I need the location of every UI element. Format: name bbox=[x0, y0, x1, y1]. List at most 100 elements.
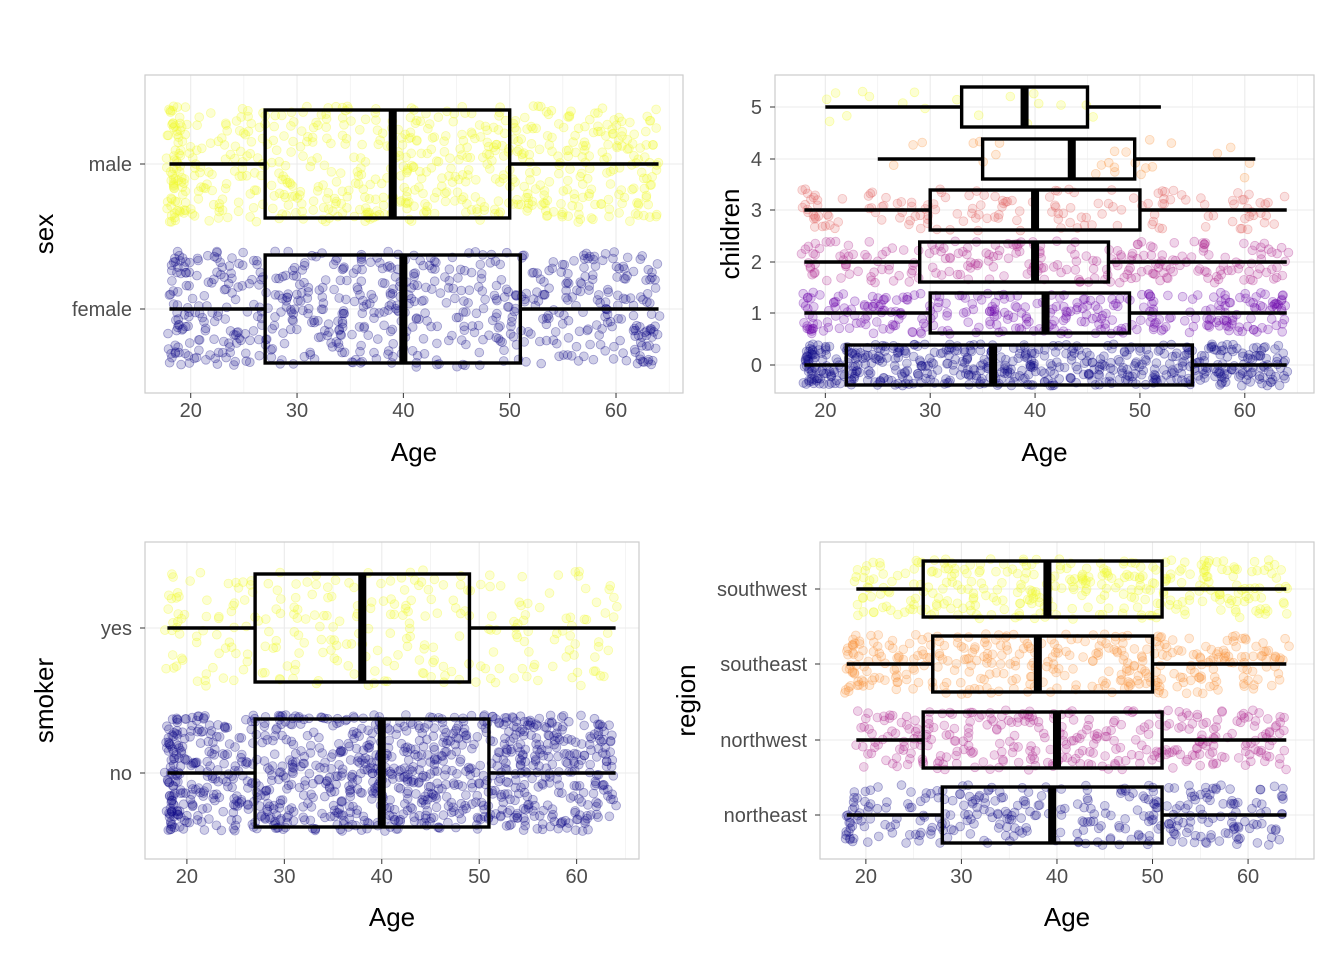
data-point bbox=[281, 302, 292, 312]
data-point bbox=[413, 314, 424, 325]
data-point bbox=[562, 295, 573, 305]
data-point bbox=[1177, 837, 1188, 847]
data-point bbox=[1274, 380, 1285, 391]
data-point bbox=[418, 295, 429, 306]
data-point bbox=[488, 122, 499, 133]
data-point bbox=[987, 301, 997, 312]
data-point bbox=[333, 316, 343, 327]
data-point bbox=[1132, 324, 1142, 335]
data-point bbox=[1077, 745, 1088, 756]
data-point bbox=[385, 628, 396, 638]
data-point bbox=[648, 327, 659, 337]
data-point bbox=[1131, 734, 1141, 745]
data-point bbox=[441, 297, 452, 308]
data-point bbox=[191, 637, 202, 648]
data-point bbox=[276, 594, 286, 604]
data-point bbox=[214, 199, 225, 209]
data-point bbox=[456, 814, 467, 824]
data-point bbox=[1036, 791, 1047, 801]
data-point bbox=[453, 273, 463, 283]
data-point bbox=[869, 267, 879, 278]
data-point bbox=[877, 357, 888, 367]
data-point bbox=[484, 570, 495, 580]
data-point bbox=[463, 298, 473, 308]
data-point bbox=[1249, 721, 1260, 731]
data-point bbox=[1228, 365, 1238, 375]
data-point bbox=[504, 820, 515, 831]
data-point bbox=[652, 259, 663, 269]
data-point bbox=[348, 268, 359, 278]
data-point bbox=[904, 829, 915, 840]
data-point bbox=[451, 746, 462, 757]
data-point bbox=[570, 130, 580, 141]
data-point bbox=[343, 185, 354, 196]
x-tick-label: 50 bbox=[1129, 400, 1151, 422]
data-point bbox=[1129, 644, 1140, 654]
data-point bbox=[326, 338, 336, 348]
data-point bbox=[473, 814, 484, 824]
data-point bbox=[329, 284, 339, 295]
data-point bbox=[633, 330, 644, 341]
data-point bbox=[441, 187, 452, 197]
data-point bbox=[1008, 312, 1019, 323]
data-point bbox=[553, 751, 563, 762]
data-point bbox=[222, 126, 233, 136]
data-point bbox=[426, 594, 437, 605]
data-point bbox=[565, 164, 575, 174]
data-point bbox=[1198, 719, 1208, 729]
data-point bbox=[401, 633, 412, 644]
data-point bbox=[237, 749, 247, 760]
data-point bbox=[843, 240, 854, 251]
data-point bbox=[958, 736, 968, 746]
data-point bbox=[910, 629, 921, 640]
data-point bbox=[548, 257, 559, 267]
data-point bbox=[887, 758, 898, 769]
data-point bbox=[1232, 343, 1242, 354]
data-point bbox=[414, 182, 424, 193]
data-point bbox=[202, 595, 212, 605]
data-point bbox=[965, 716, 975, 727]
data-point bbox=[439, 136, 449, 147]
data-point bbox=[493, 322, 504, 333]
data-point bbox=[485, 257, 496, 268]
data-point bbox=[209, 251, 220, 262]
data-point bbox=[888, 160, 899, 171]
data-point bbox=[1030, 348, 1040, 359]
data-point bbox=[316, 304, 327, 315]
data-point bbox=[1147, 754, 1157, 765]
data-point bbox=[1065, 203, 1076, 213]
data-point bbox=[1093, 198, 1104, 209]
data-point bbox=[501, 284, 512, 295]
data-point bbox=[512, 808, 523, 819]
y-tick-label: 1 bbox=[751, 303, 762, 325]
data-point bbox=[299, 815, 310, 825]
data-point bbox=[228, 600, 239, 611]
data-point bbox=[544, 313, 554, 324]
data-point bbox=[949, 365, 959, 376]
data-point bbox=[242, 649, 253, 659]
data-point bbox=[233, 282, 244, 292]
data-point bbox=[290, 659, 301, 670]
data-point bbox=[575, 286, 586, 297]
data-point bbox=[1281, 764, 1291, 775]
data-point bbox=[474, 120, 485, 130]
data-point bbox=[347, 769, 358, 780]
data-point bbox=[1021, 313, 1032, 324]
data-point bbox=[904, 802, 915, 813]
data-point bbox=[343, 738, 354, 749]
data-point bbox=[539, 190, 549, 200]
data-point bbox=[978, 757, 989, 767]
data-point bbox=[203, 250, 213, 261]
data-point bbox=[1012, 717, 1023, 727]
data-point bbox=[557, 259, 568, 270]
data-point bbox=[229, 360, 239, 370]
data-point bbox=[303, 308, 313, 319]
data-point bbox=[554, 351, 564, 362]
data-point bbox=[367, 768, 378, 778]
data-point bbox=[600, 749, 611, 760]
data-point bbox=[452, 187, 463, 198]
data-point bbox=[495, 259, 506, 270]
data-point bbox=[306, 156, 317, 166]
data-point bbox=[260, 641, 271, 652]
data-point bbox=[303, 287, 314, 297]
